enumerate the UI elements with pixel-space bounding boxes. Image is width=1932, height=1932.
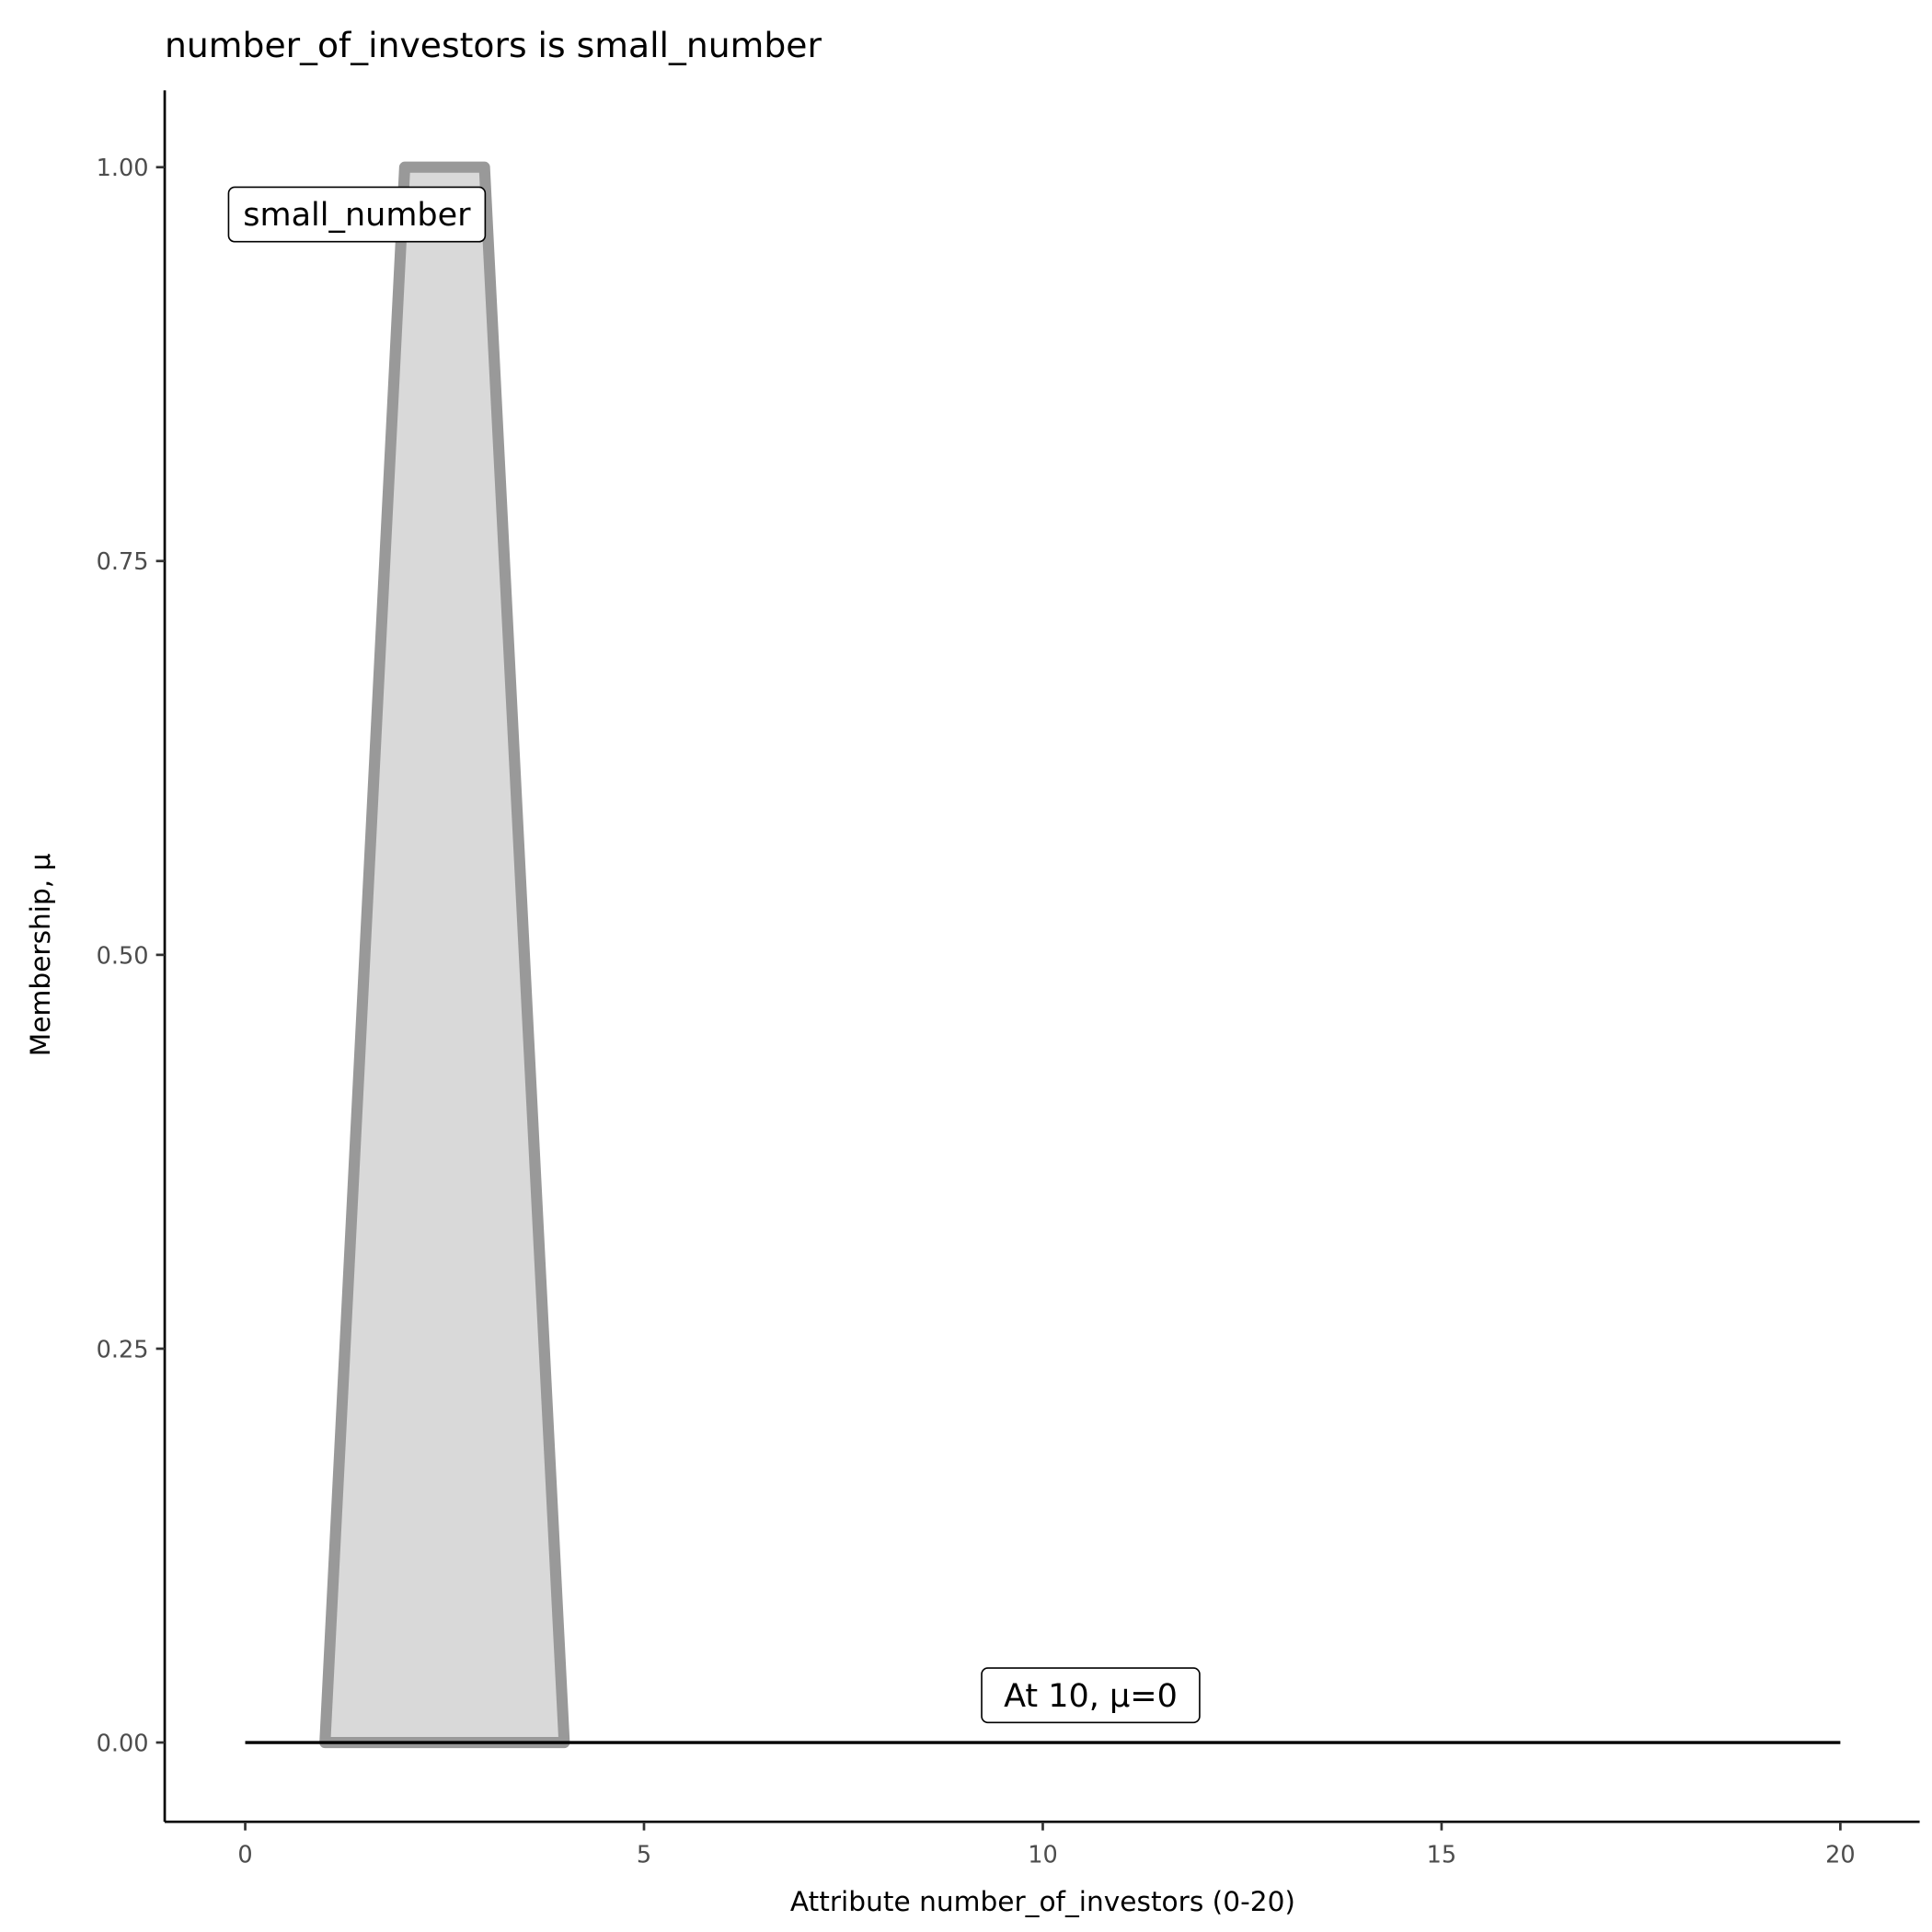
- y-tick-label: 0.75: [97, 548, 149, 576]
- y-tick-label: 1.00: [97, 155, 149, 182]
- y-axis-label: Membership, μ: [25, 853, 56, 1056]
- annotation-box: [227, 186, 487, 243]
- annotation-text: small_number: [243, 197, 471, 234]
- y-tick-label: 0.50: [97, 942, 149, 970]
- y-tick-label: 0.25: [97, 1336, 149, 1363]
- y-tick-label: 0.00: [97, 1730, 149, 1757]
- x-tick-label: 0: [237, 1842, 252, 1869]
- x-tick-label: 15: [1427, 1842, 1457, 1869]
- x-ticks: 0 5 10 15 20: [237, 1822, 1856, 1869]
- membership-trapezoid-small_number: [319, 161, 570, 1749]
- x-tick-label: 5: [637, 1842, 651, 1869]
- annotation-label: small_number: [227, 186, 487, 243]
- annotation-label: At 10, μ=0: [981, 1667, 1201, 1724]
- x-tick-label: 10: [1028, 1842, 1058, 1869]
- annotation-text: At 10, μ=0: [1004, 1678, 1178, 1715]
- y-ticks: 0.00 0.25 0.50 0.75 1.00: [97, 155, 166, 1757]
- x-tick-label: 20: [1825, 1842, 1856, 1869]
- x-axis-label: Attribute number_of_investors (0-20): [790, 1886, 1295, 1917]
- chart-title: number_of_investors is small_number: [165, 25, 822, 65]
- annotation-box: [981, 1667, 1201, 1724]
- plot-area: small_number At 10, μ=0: [227, 161, 1841, 1749]
